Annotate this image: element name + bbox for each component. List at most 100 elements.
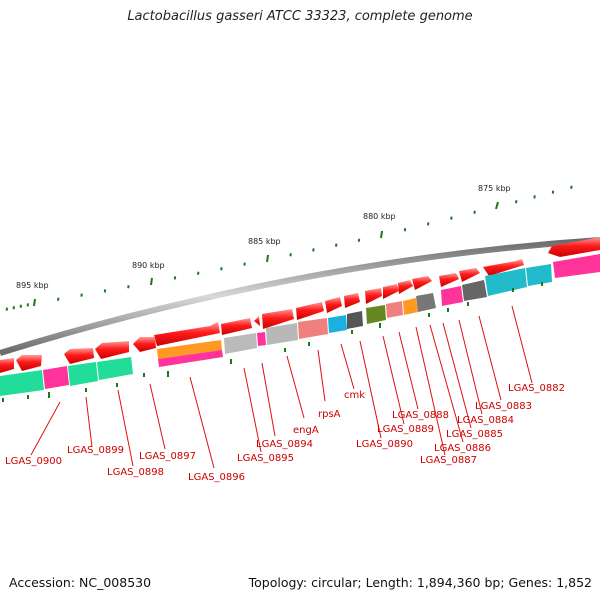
cog-segment xyxy=(328,315,347,333)
gene-arrow xyxy=(16,355,42,371)
leader-line xyxy=(415,326,446,456)
major-tick xyxy=(150,277,153,286)
gene-label: LGAS_0898 xyxy=(107,467,164,478)
gene-arrows-forward xyxy=(0,237,600,373)
gene-labels: LGAS_0882 LGAS_0883 LGAS_0884 LGAS_0885 … xyxy=(5,383,565,483)
gene-arrow xyxy=(383,284,399,299)
gene-label: LGAS_0899 xyxy=(67,445,124,456)
leader-line xyxy=(286,355,305,419)
leader-line xyxy=(398,331,419,410)
gene-label: LGAS_0888 xyxy=(392,410,449,421)
leader-line xyxy=(511,305,533,384)
leader-line xyxy=(442,322,472,429)
leader-line xyxy=(149,383,166,450)
scale-label: 895 kbp xyxy=(16,281,49,290)
gene-label: LGAS_0884 xyxy=(457,415,514,426)
gene-label: LGAS_0896 xyxy=(188,472,245,483)
map-title: Lactobacillus gasseri ATCC 33323, comple… xyxy=(127,9,473,24)
inner-dots xyxy=(2,282,543,402)
gene-arrow xyxy=(548,237,600,257)
scale-label: 875 kbp xyxy=(478,184,511,193)
leader-line xyxy=(429,324,464,443)
gene-arrow xyxy=(325,297,342,313)
cog-segment xyxy=(366,305,386,324)
gene-label: LGAS_0897 xyxy=(139,451,196,462)
cog-segment xyxy=(266,323,298,345)
leader-line xyxy=(117,389,134,467)
cog-segment xyxy=(485,268,527,296)
leader-line xyxy=(243,367,262,453)
gene-arrow xyxy=(154,322,220,346)
cog-segment xyxy=(441,286,463,306)
leader-line xyxy=(189,376,215,469)
gene-arrow xyxy=(398,280,413,294)
gene-arrow xyxy=(439,273,459,287)
genome-summary: Topology: circular; Length: 1,894,360 bp… xyxy=(248,575,592,590)
cog-segment xyxy=(97,357,133,380)
cog-segment xyxy=(526,264,552,286)
cog-segment xyxy=(553,254,600,278)
gene-label: LGAS_0887 xyxy=(420,455,477,466)
gene-label: LGAS_0885 xyxy=(446,429,503,440)
leader-line xyxy=(458,319,483,415)
leader-line xyxy=(317,349,326,402)
gene-label: LGAS_0895 xyxy=(237,453,294,464)
gene-arrow xyxy=(459,268,480,282)
gene-arrow xyxy=(483,259,524,276)
gene-label: engA xyxy=(293,425,319,436)
gene-arrow xyxy=(412,276,432,290)
leader-line xyxy=(340,343,355,390)
position-ticks xyxy=(5,185,573,311)
leader-line xyxy=(30,401,61,456)
gene-label: LGAS_0882 xyxy=(508,383,565,394)
cog-segment xyxy=(0,370,44,396)
gene-label: LGAS_0890 xyxy=(356,439,413,450)
leader-line xyxy=(261,362,276,437)
cog-segment xyxy=(158,350,223,367)
genome-backbone xyxy=(0,237,600,356)
gene-arrow xyxy=(365,288,382,304)
leader-lines xyxy=(30,305,533,469)
cog-segment xyxy=(462,280,487,301)
cog-segment xyxy=(257,332,266,346)
cog-segment xyxy=(386,301,403,318)
gene-label: LGAS_0894 xyxy=(256,439,313,450)
gene-arrow xyxy=(64,348,94,364)
gene-arrow xyxy=(221,318,252,335)
leader-line xyxy=(85,396,93,448)
cog-segment xyxy=(43,366,69,389)
gene-label: rpsA xyxy=(318,409,341,420)
cog-segment xyxy=(157,340,222,359)
major-tick xyxy=(266,254,269,263)
leader-line xyxy=(382,335,405,425)
major-tick xyxy=(380,230,383,239)
gene-label: cmk xyxy=(344,390,365,401)
scale-label: 885 kbp xyxy=(248,237,281,246)
scale-labels: 875 kbp 880 kbp 885 kbp 890 kbp 895 kbp xyxy=(16,184,511,290)
cog-segment xyxy=(224,333,257,354)
gene-label: LGAS_0883 xyxy=(475,401,532,412)
gene-arrow xyxy=(0,358,14,373)
major-tick xyxy=(33,298,36,307)
gene-arrow xyxy=(95,341,129,359)
cog-segment xyxy=(416,293,436,312)
leader-line xyxy=(478,315,502,401)
gene-arrow xyxy=(133,337,156,352)
minor-ticks xyxy=(5,185,573,311)
cog-segment xyxy=(68,362,98,386)
gene-arrow xyxy=(254,316,260,326)
gene-label: LGAS_0900 xyxy=(5,456,62,467)
cog-segment xyxy=(403,298,418,315)
cog-track-1 xyxy=(0,254,600,396)
gene-label: LGAS_0889 xyxy=(377,424,434,435)
cog-segment xyxy=(347,311,363,329)
gene-arrow xyxy=(262,309,294,329)
accession-text: Accession: NC_008530 xyxy=(9,575,152,590)
leader-line xyxy=(359,340,382,439)
scale-label: 880 kbp xyxy=(363,212,396,221)
scale-label: 890 kbp xyxy=(132,261,165,270)
cog-segment xyxy=(298,318,328,339)
gene-arrow xyxy=(344,293,360,308)
gene-arrow xyxy=(296,302,324,320)
